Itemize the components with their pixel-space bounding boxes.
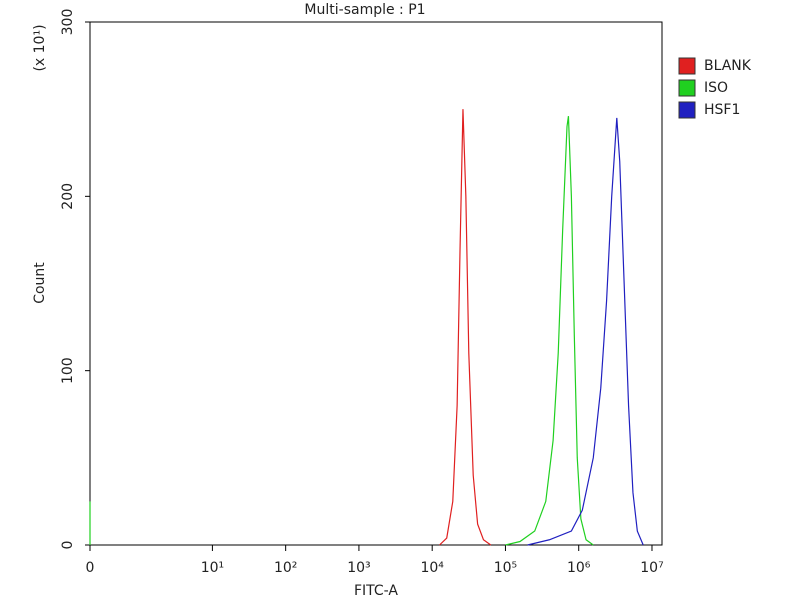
x-tick-label: 10² [274,560,297,576]
y-multiplier: (x 10¹) [32,24,48,71]
x-tick-label: 0 [86,560,95,576]
x-tick-label: 10⁷ [640,560,663,576]
y-tick-label: 200 [60,183,76,210]
x-tick-label: 10⁵ [494,560,517,576]
x-axis-label: FITC-A [354,583,398,599]
plot-frame [89,21,663,546]
legend-label: ISO [704,80,728,96]
y-tick-label: 100 [60,357,76,384]
x-tick-label: 10⁴ [420,560,444,576]
x-tick-label: 10⁶ [567,560,591,576]
legend-label: HSF1 [704,102,740,118]
y-axis-label: Count [32,262,48,304]
series-line [89,116,594,546]
y-tick-label: 0 [60,541,76,550]
chart-title: Multi-sample : P1 [304,2,425,18]
legend-swatch [678,79,696,97]
legend-swatch [678,57,696,75]
series-line [439,109,492,546]
y-tick-label: 300 [60,9,76,36]
series-line [527,117,644,546]
legend-swatch [678,101,696,119]
x-tick-label: 10¹ [201,560,224,576]
legend-label: BLANK [704,58,752,74]
x-tick-label: 10³ [347,560,370,576]
